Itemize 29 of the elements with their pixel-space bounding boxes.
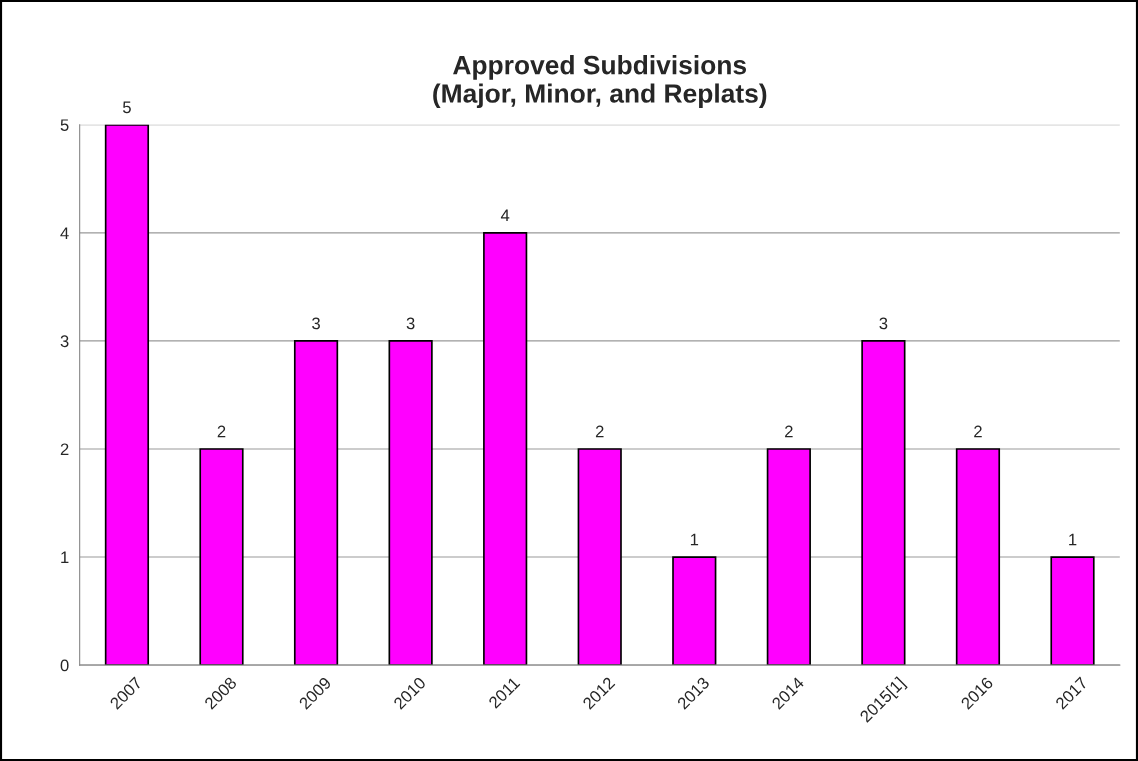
y-tick-label: 4 [60,227,69,239]
bar [672,556,717,666]
bar [577,448,622,666]
bar [199,448,244,666]
bar [293,340,339,666]
data-label: 3 [312,317,320,330]
y-tick-label: 2 [60,443,69,456]
data-label: 2 [785,425,793,438]
bar [861,340,906,666]
y-tick-label: 3 [60,335,69,348]
data-label: 2 [974,425,982,438]
bar [104,124,150,666]
y-tick-label: 5 [60,119,69,132]
bar [483,232,528,666]
y-tick-label: 0 [60,659,69,672]
bar [388,340,433,666]
data-label: 2 [217,425,226,438]
bar [766,448,811,666]
data-label: 5 [122,101,131,114]
y-tick-label: 1 [61,551,69,564]
bar [955,448,1001,666]
data-label: 3 [879,317,888,330]
data-label: 3 [406,317,415,330]
data-label: 4 [500,209,510,222]
chart-title: Approved Subdivisions (Major, Minor, and Replats) [433,55,767,109]
data-label: 1 [690,533,699,546]
data-label: 1 [1069,533,1077,546]
bar [1050,556,1095,666]
data-label: 2 [595,425,604,438]
